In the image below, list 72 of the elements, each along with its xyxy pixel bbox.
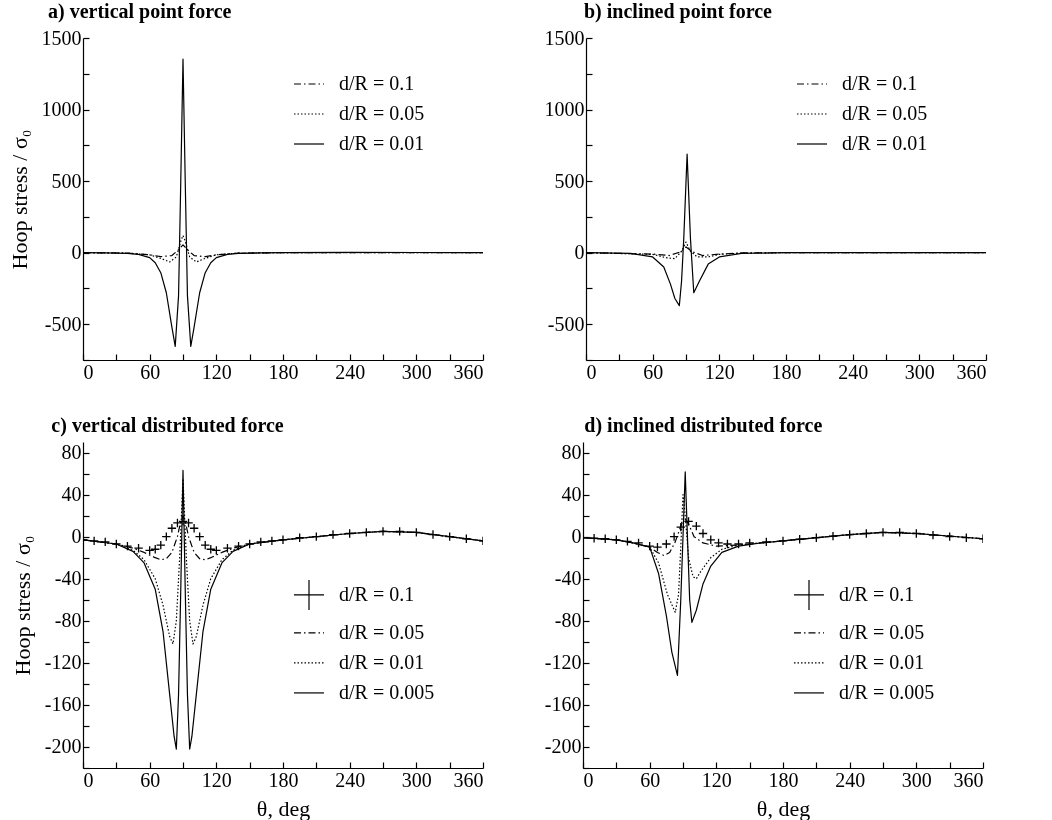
y-tick-label: -80 bbox=[54, 609, 82, 632]
y-axis-title: Hoop stress / σ₀ bbox=[9, 535, 35, 676]
x-tick-label: 120 bbox=[704, 360, 735, 383]
legend-label: d/R = 0.01 bbox=[339, 132, 425, 154]
chart-title: a) vertical point force bbox=[48, 0, 232, 23]
legend-label: d/R = 0.05 bbox=[339, 620, 425, 643]
chart-title: c) vertical distributed force bbox=[51, 414, 284, 437]
x-tick-label: 120 bbox=[201, 768, 232, 791]
legend-label: d/R = 0.01 bbox=[339, 650, 425, 673]
y-tick-label: -160 bbox=[544, 693, 582, 716]
x-tick-label: 360 bbox=[956, 360, 987, 383]
x-tick-label: 120 bbox=[201, 360, 232, 383]
legend-label: d/R = 0.05 bbox=[339, 102, 425, 124]
x-tick-label: 360 bbox=[453, 768, 484, 791]
x-tick-label: 60 bbox=[140, 360, 161, 383]
y-tick-label: -160 bbox=[44, 693, 82, 716]
chart-title: d) inclined distributed force bbox=[584, 414, 823, 437]
x-tick-label: 300 bbox=[401, 360, 432, 383]
y-tick-label: -200 bbox=[544, 735, 582, 758]
y-tick-label: 0 bbox=[571, 525, 582, 548]
x-tick-label: 60 bbox=[640, 768, 661, 791]
x-tick-label: 300 bbox=[904, 360, 935, 383]
y-tick-label: -200 bbox=[44, 735, 82, 758]
y-tick-label: 80 bbox=[561, 441, 582, 464]
x-axis-title: θ, deg bbox=[256, 795, 311, 820]
x-tick-label: 180 bbox=[268, 360, 299, 383]
x-tick-label: 60 bbox=[140, 768, 161, 791]
y-tick-label: 40 bbox=[561, 483, 582, 506]
x-tick-label: 360 bbox=[953, 768, 984, 791]
legend-label: d/R = 0.1 bbox=[842, 72, 918, 94]
legend-label: d/R = 0.05 bbox=[842, 102, 928, 124]
x-tick-label: 60 bbox=[643, 360, 664, 383]
legend-label: d/R = 0.1 bbox=[339, 72, 415, 94]
y-tick-label: 1500 bbox=[544, 26, 585, 49]
x-axis-title: θ, deg bbox=[756, 795, 811, 820]
x-tick-label: 180 bbox=[771, 360, 802, 383]
y-tick-label: -500 bbox=[547, 312, 585, 335]
y-tick-label: -40 bbox=[54, 567, 82, 590]
y-tick-label: -500 bbox=[44, 312, 82, 335]
x-tick-label: 360 bbox=[453, 360, 484, 383]
y-tick-label: -120 bbox=[544, 651, 582, 674]
x-tick-label: 240 bbox=[335, 768, 366, 791]
legend-label: d/R = 0.1 bbox=[339, 582, 415, 605]
x-tick-label: 180 bbox=[768, 768, 799, 791]
x-tick-label: 240 bbox=[838, 360, 869, 383]
legend-label: d/R = 0.005 bbox=[839, 680, 935, 703]
y-tick-label: 40 bbox=[61, 483, 82, 506]
y-tick-label: -120 bbox=[44, 651, 82, 674]
x-tick-label: 240 bbox=[835, 768, 866, 791]
y-tick-label: -40 bbox=[554, 567, 582, 590]
legend-label: d/R = 0.05 bbox=[839, 620, 925, 643]
y-tick-label: 1000 bbox=[41, 98, 82, 121]
y-tick-label: 0 bbox=[71, 241, 82, 264]
y-axis-title: Hoop stress / σ₀ bbox=[6, 129, 32, 270]
x-tick-label: 300 bbox=[401, 768, 432, 791]
legend-label: d/R = 0.01 bbox=[839, 650, 925, 673]
y-tick-label: -80 bbox=[554, 609, 582, 632]
x-tick-label: 180 bbox=[268, 768, 299, 791]
legend-label: d/R = 0.005 bbox=[339, 680, 435, 703]
x-tick-label: 120 bbox=[701, 768, 732, 791]
y-tick-label: 500 bbox=[554, 169, 585, 192]
y-tick-label: 500 bbox=[51, 169, 82, 192]
chart-title: b) inclined point force bbox=[584, 0, 773, 23]
legend-label: d/R = 0.1 bbox=[839, 582, 915, 605]
x-tick-label: 240 bbox=[335, 360, 366, 383]
y-tick-label: 80 bbox=[61, 441, 82, 464]
y-tick-label: 1000 bbox=[544, 98, 585, 121]
y-tick-label: 0 bbox=[71, 525, 82, 548]
y-tick-label: 0 bbox=[574, 241, 585, 264]
y-tick-label: 1500 bbox=[41, 26, 82, 49]
legend-label: d/R = 0.01 bbox=[842, 132, 928, 154]
x-tick-label: 300 bbox=[901, 768, 932, 791]
